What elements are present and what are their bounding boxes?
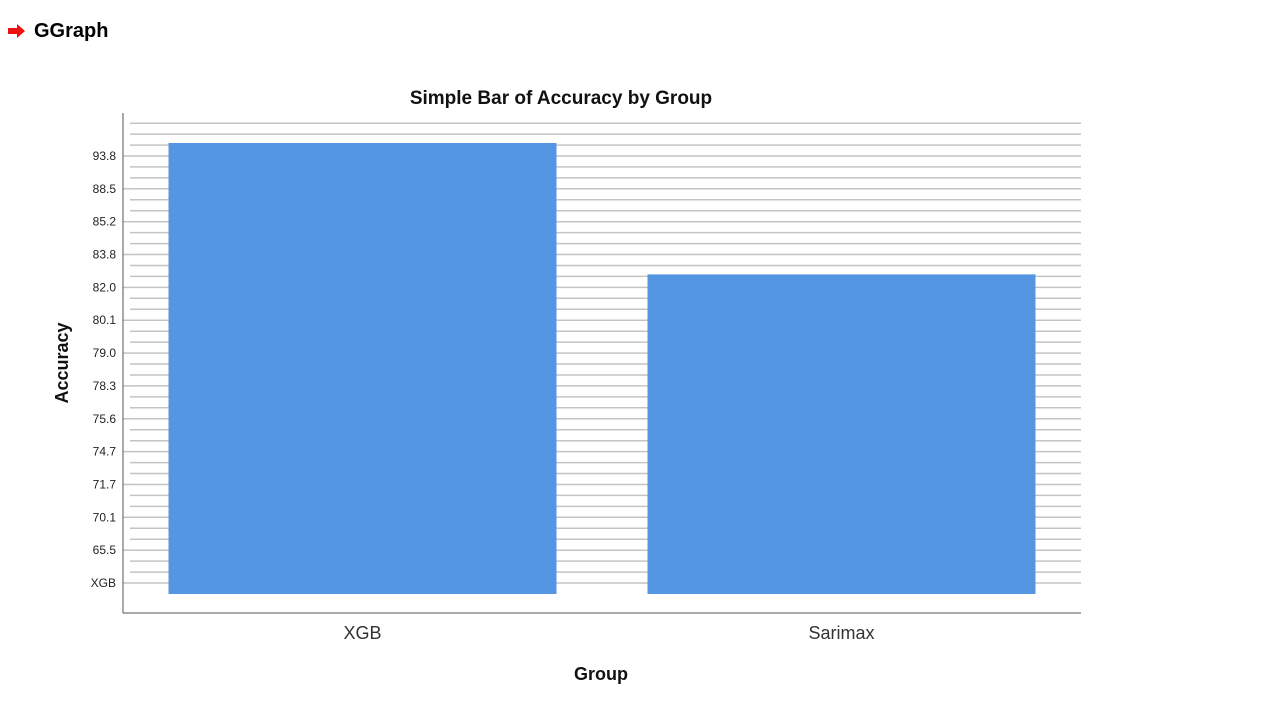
y-tick-label: 79.0 bbox=[93, 346, 117, 360]
bar-sarimax bbox=[647, 274, 1036, 594]
x-tick-label-sarimax: Sarimax bbox=[808, 623, 874, 643]
x-axis-title: Group bbox=[574, 664, 628, 684]
y-tick-label: 71.7 bbox=[93, 477, 117, 491]
chart-title: Simple Bar of Accuracy by Group bbox=[410, 88, 712, 109]
y-tick-label: 65.5 bbox=[93, 543, 117, 557]
y-axis-title: Accuracy bbox=[52, 322, 72, 403]
y-tick-label: 74.7 bbox=[93, 445, 117, 459]
bar-xgb bbox=[168, 143, 557, 594]
axes bbox=[122, 113, 1081, 614]
y-tick-label: 75.6 bbox=[93, 412, 117, 426]
y-tick-label: XGB bbox=[91, 576, 116, 590]
y-tick-labels: XGB 65.5 70.1 71.7 74.7 75.6 78.3 79.0 80.1 82.0 8… bbox=[91, 149, 117, 590]
y-tick-label: 85.2 bbox=[93, 215, 117, 229]
y-tick-label: 93.8 bbox=[93, 149, 117, 163]
y-tick-label: 78.3 bbox=[93, 379, 117, 393]
arrow-right-icon bbox=[8, 24, 25, 38]
y-tick-label: 80.1 bbox=[93, 313, 117, 327]
output-title: GGraph bbox=[34, 19, 109, 42]
y-tick-label: 83.8 bbox=[93, 248, 117, 262]
y-tick-label: 82.0 bbox=[93, 280, 117, 294]
x-tick-label-xgb: XGB bbox=[343, 623, 381, 643]
bars bbox=[168, 143, 1036, 594]
x-tick-labels: XGB Sarimax bbox=[343, 623, 874, 643]
output-header: GGraph bbox=[8, 18, 108, 44]
y-tick-label: 70.1 bbox=[93, 510, 117, 524]
y-tick-label: 88.5 bbox=[93, 182, 117, 196]
